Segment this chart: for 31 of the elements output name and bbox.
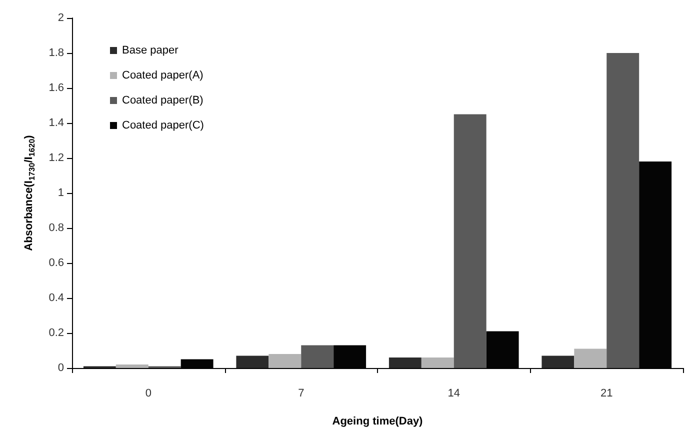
bar — [116, 364, 148, 368]
x-tick-label: 0 — [145, 388, 152, 400]
legend-label: Coated paper(B) — [122, 94, 204, 106]
bar — [301, 345, 334, 368]
x-tick-label: 7 — [298, 388, 304, 400]
y-tick-label: 0.6 — [48, 257, 64, 269]
y-tick-label: 0.4 — [48, 292, 64, 304]
legend-label: Base paper — [122, 44, 179, 56]
bar — [606, 53, 640, 368]
bar — [542, 356, 574, 368]
y-axis-title: Absorbance(I1730/I1620) — [23, 134, 36, 251]
bar — [574, 348, 607, 368]
bar — [388, 358, 422, 368]
x-tick-label: 21 — [600, 388, 613, 400]
bar — [421, 358, 454, 368]
y-tick-label: 1.8 — [48, 47, 64, 59]
y-tick-label: 0 — [58, 362, 64, 374]
y-tick-label: 1.6 — [48, 82, 64, 94]
y-tick-label: 0.8 — [48, 222, 64, 234]
bar — [454, 114, 486, 368]
x-tick-label: 14 — [448, 388, 460, 400]
y-tick-label: 1.4 — [48, 117, 64, 129]
y-tick-label: 1.2 — [48, 152, 64, 164]
y-tick-label: 2 — [58, 12, 64, 24]
legend-label: Coated paper(A) — [122, 70, 204, 82]
y-tick-label: 0.2 — [48, 327, 64, 339]
y-tick-label: 1 — [58, 187, 64, 199]
bar — [236, 356, 269, 368]
legend-label: Coated paper(C) — [122, 120, 204, 132]
x-axis-title: Ageing time(Day) — [332, 416, 424, 428]
bar — [268, 354, 302, 368]
